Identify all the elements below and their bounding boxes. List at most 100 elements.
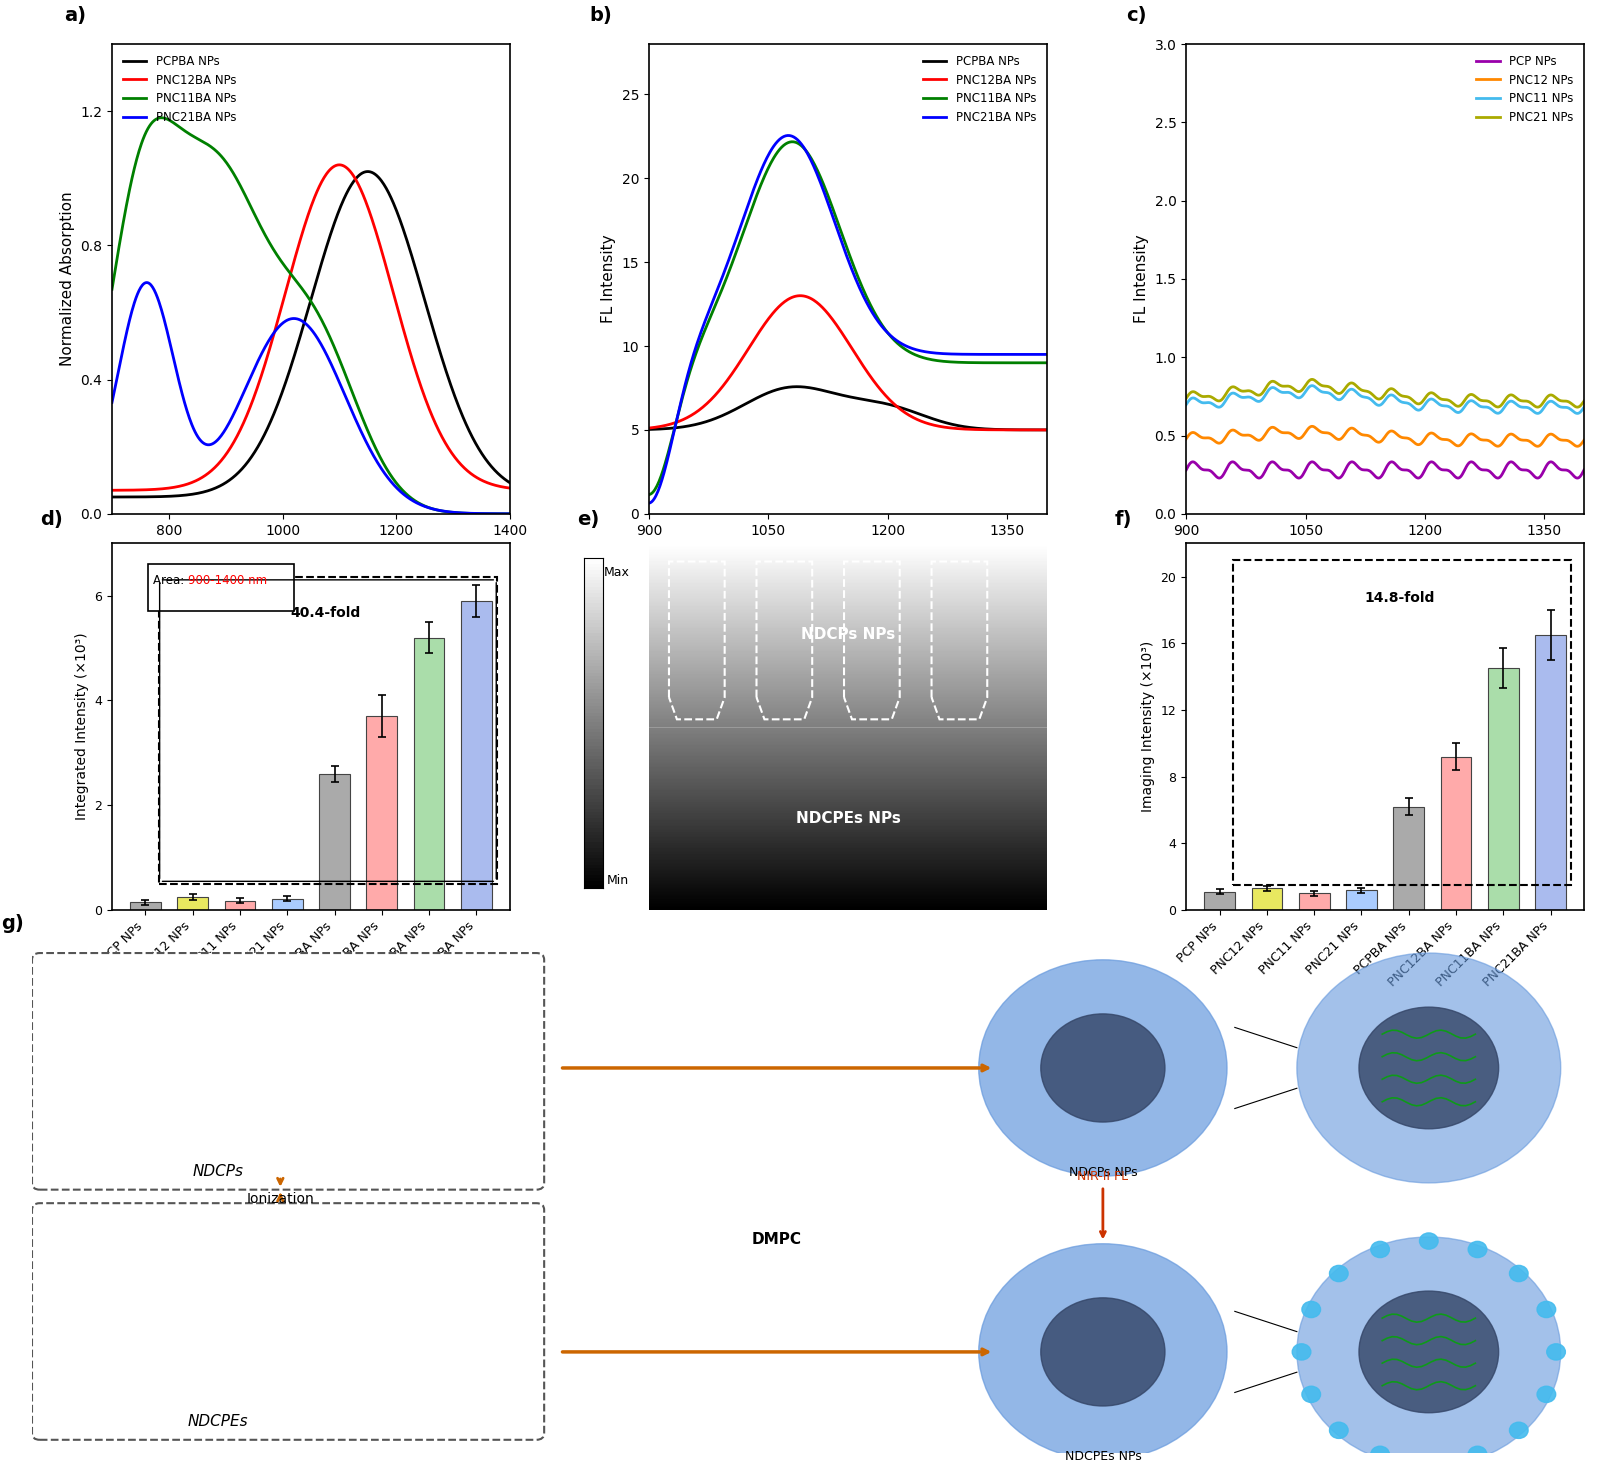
PCPBA NPs <box>787 377 806 395</box>
PNC21 NPs <box>1464 388 1483 405</box>
Bar <box>366 716 397 910</box>
PNC21 NPs <box>1568 398 1587 415</box>
Text: Min: Min <box>606 875 629 887</box>
PNC12BA NPs <box>770 298 789 316</box>
PNC12BA NPs <box>429 421 448 439</box>
PNC12 NPs <box>1467 427 1486 445</box>
Bar <box>1394 807 1424 910</box>
Bar <box>147 564 294 611</box>
PNC12BA NPs <box>891 401 910 418</box>
PCPBA NPs <box>798 379 818 396</box>
PCP NPs <box>1462 454 1482 471</box>
PNC21 NPs <box>1302 370 1322 388</box>
Line: PNC11BA NPs: PNC11BA NPs <box>650 142 1046 495</box>
PNC11BA NPs <box>293 279 312 297</box>
PNC12 NPs <box>1224 421 1243 439</box>
PNC12BA NPs <box>491 479 510 496</box>
FancyBboxPatch shape <box>32 1204 544 1440</box>
Y-axis label: FL Intensity: FL Intensity <box>1134 235 1149 323</box>
PNC21BA NPs <box>891 335 910 352</box>
X-axis label: Wavelength (nm): Wavelength (nm) <box>245 543 378 558</box>
PNC21BA NPs <box>293 313 312 330</box>
FancyBboxPatch shape <box>32 953 544 1189</box>
Line: PNC21 NPs: PNC21 NPs <box>1186 379 1584 407</box>
Text: g): g) <box>2 915 24 934</box>
Legend: PCP NPs, PNC12 NPs, PNC11 NPs, PNC21 NPs: PCP NPs, PNC12 NPs, PNC11 NPs, PNC21 NPs <box>1472 50 1578 129</box>
PNC12BA NPs <box>330 156 349 173</box>
PNC12 NPs <box>1574 432 1594 449</box>
PCP NPs <box>1307 457 1326 474</box>
PNC11BA NPs <box>339 376 358 393</box>
PCPBA NPs <box>102 489 122 506</box>
Text: NIR-II FL: NIR-II FL <box>1077 1170 1128 1236</box>
PNC11BA NPs <box>688 342 707 360</box>
PNC21BA NPs <box>779 126 798 144</box>
PCPBA NPs <box>294 317 314 335</box>
PNC21BA NPs <box>770 131 789 148</box>
Circle shape <box>1302 1301 1320 1318</box>
Line: PCPBA NPs: PCPBA NPs <box>650 386 1046 430</box>
PNC12BA NPs <box>102 482 122 499</box>
Y-axis label: FL Intensity: FL Intensity <box>602 235 616 323</box>
PCPBA NPs <box>770 380 789 398</box>
PCPBA NPs <box>930 413 949 430</box>
Circle shape <box>1419 1455 1438 1468</box>
PCPBA NPs <box>928 411 947 429</box>
Y-axis label: Integrated Intensity (×10³): Integrated Intensity (×10³) <box>75 633 88 821</box>
Circle shape <box>1371 1446 1389 1462</box>
PNC21 NPs <box>1467 389 1486 407</box>
Text: Max: Max <box>603 567 629 578</box>
PCPBA NPs <box>640 421 659 439</box>
PNC11BA NPs <box>429 502 448 520</box>
PCPBA NPs <box>339 181 358 198</box>
Circle shape <box>1547 1343 1565 1359</box>
PCP NPs <box>1427 458 1446 476</box>
Line: PNC12BA NPs: PNC12BA NPs <box>650 295 1046 430</box>
PNC12BA NPs <box>798 288 818 305</box>
Circle shape <box>1302 1386 1320 1402</box>
X-axis label: Wavelength (nm): Wavelength (nm) <box>782 543 914 558</box>
PNC21BA NPs <box>640 495 659 512</box>
PNC11BA NPs <box>491 505 510 523</box>
PCPBA NPs <box>1037 421 1056 439</box>
PCP NPs <box>1176 461 1195 479</box>
PNC12 NPs <box>1302 417 1322 435</box>
Bar <box>1205 891 1235 910</box>
Bar <box>1299 894 1330 910</box>
PNC11BA NPs <box>782 134 802 151</box>
PNC12BA NPs <box>1037 421 1056 439</box>
Text: NDCPs NPs: NDCPs NPs <box>1069 1166 1138 1179</box>
Y-axis label: Normalized Absorption: Normalized Absorption <box>59 192 75 366</box>
Text: 900-1400 nm: 900-1400 nm <box>187 574 267 587</box>
PNC12 NPs <box>1307 420 1326 437</box>
PNC21BA NPs <box>930 345 949 363</box>
Line: PNC21BA NPs: PNC21BA NPs <box>650 135 1046 504</box>
Text: f): f) <box>1115 509 1131 528</box>
Bar <box>158 577 498 884</box>
Circle shape <box>1042 1298 1165 1406</box>
Bar <box>1234 559 1571 885</box>
Line: PNC12 NPs: PNC12 NPs <box>1186 426 1584 446</box>
Bar <box>1251 888 1282 910</box>
Line: PNC21BA NPs: PNC21BA NPs <box>112 282 510 514</box>
PNC21 NPs <box>1334 380 1354 398</box>
PNC21 NPs <box>1427 388 1446 405</box>
Y-axis label: Imaging Intensity (×10³): Imaging Intensity (×10³) <box>1141 642 1155 812</box>
PNC11BA NPs <box>640 486 659 504</box>
PCP NPs <box>1334 462 1354 480</box>
PNC12BA NPs <box>928 417 947 435</box>
PNC11 NPs <box>1176 396 1195 414</box>
PNC12 NPs <box>1464 426 1483 443</box>
Circle shape <box>1330 1265 1349 1282</box>
Bar <box>178 897 208 910</box>
PNC21BA NPs <box>501 505 520 523</box>
PNC21 NPs <box>1307 373 1326 390</box>
Circle shape <box>1538 1386 1555 1402</box>
Text: b): b) <box>589 6 613 25</box>
Bar <box>1346 890 1378 910</box>
Line: PNC12BA NPs: PNC12BA NPs <box>112 164 510 490</box>
Circle shape <box>1469 1446 1486 1462</box>
PNC11BA NPs <box>152 109 171 126</box>
Text: 14.8-fold: 14.8-fold <box>1365 590 1435 605</box>
Circle shape <box>1538 1301 1555 1318</box>
